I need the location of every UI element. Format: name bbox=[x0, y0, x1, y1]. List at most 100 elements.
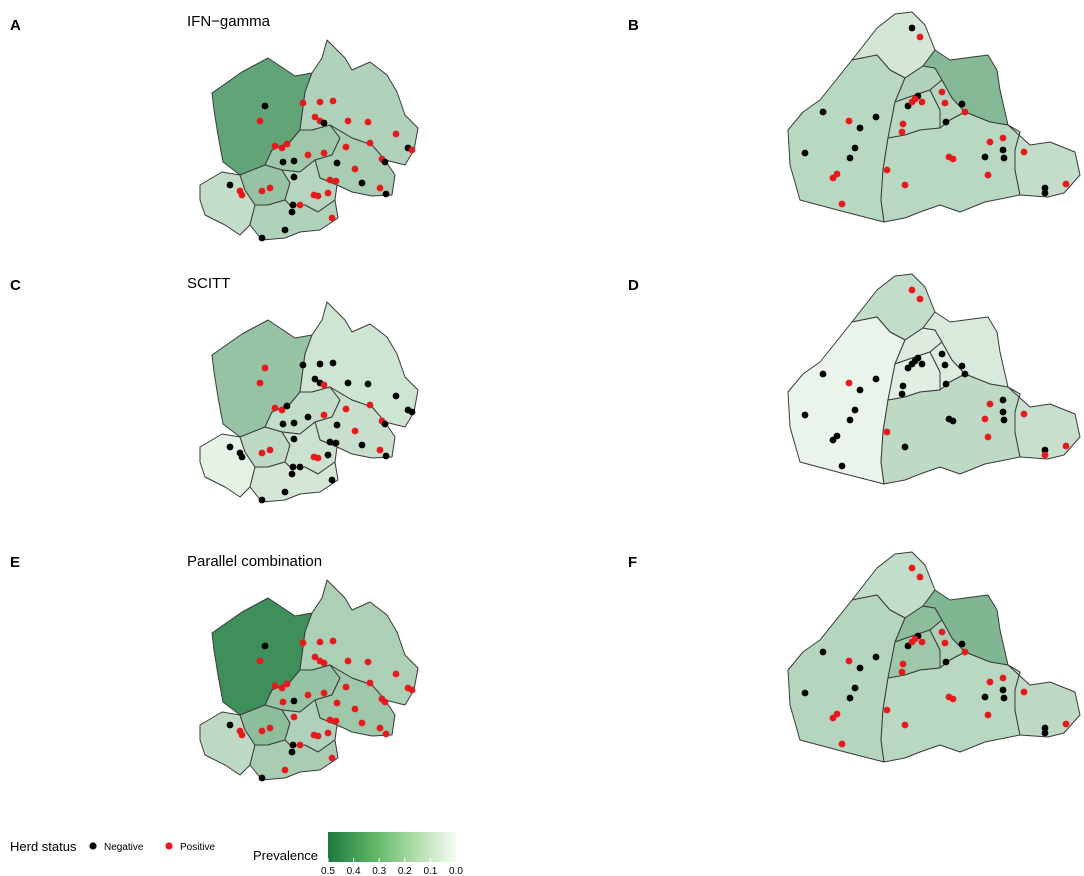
herd-negative-dot bbox=[226, 443, 234, 451]
herd-negative-dot bbox=[819, 108, 827, 116]
herd-positive-dot bbox=[898, 668, 906, 676]
herd-negative-dot bbox=[382, 190, 390, 198]
herd-positive-dot bbox=[266, 446, 274, 454]
herd-positive-dot bbox=[883, 428, 891, 436]
herd-negative-dot bbox=[324, 451, 332, 459]
herd-negative-dot bbox=[901, 443, 909, 451]
herd-negative-dot bbox=[290, 697, 298, 705]
prevalence-tick-label: 0.0 bbox=[449, 866, 463, 876]
herd-negative-dot bbox=[942, 380, 950, 388]
herd-positive-dot bbox=[278, 406, 286, 414]
herd-negative-dot bbox=[304, 413, 312, 421]
herd-positive-dot bbox=[314, 192, 322, 200]
herd-negative-dot bbox=[908, 24, 916, 32]
herd-positive-dot bbox=[1062, 720, 1070, 728]
herd-negative-dot bbox=[226, 181, 234, 189]
herd-positive-dot bbox=[1041, 451, 1049, 459]
legend-herd-status-title: Herd status bbox=[10, 839, 77, 854]
herd-positive-dot bbox=[381, 698, 389, 706]
herd-negative-dot bbox=[364, 380, 372, 388]
herd-positive-dot bbox=[364, 658, 372, 666]
herd-negative-dot bbox=[1041, 729, 1049, 737]
herd-positive-dot bbox=[376, 184, 384, 192]
herd-negative-dot bbox=[819, 370, 827, 378]
herd-negative-dot bbox=[899, 382, 907, 390]
herd-positive-dot bbox=[324, 729, 332, 737]
herd-positive-dot bbox=[329, 637, 337, 645]
herd-positive-dot bbox=[258, 187, 266, 195]
legend-prevalence-title: Prevalence bbox=[253, 848, 318, 863]
legend-negative-label: Negative bbox=[104, 842, 144, 853]
legend-positive-dot bbox=[165, 842, 173, 850]
herd-negative-dot bbox=[408, 408, 416, 416]
herd-negative-dot bbox=[238, 453, 246, 461]
panel-title-e: Parallel combination bbox=[187, 553, 322, 570]
herd-positive-dot bbox=[342, 683, 350, 691]
herd-negative-dot bbox=[281, 488, 289, 496]
herd-negative-dot bbox=[942, 658, 950, 666]
herd-positive-dot bbox=[916, 33, 924, 41]
herd-positive-dot bbox=[344, 117, 352, 125]
herd-negative-dot bbox=[226, 721, 234, 729]
herd-negative-dot bbox=[329, 359, 337, 367]
herd-positive-dot bbox=[1062, 180, 1070, 188]
herd-positive-dot bbox=[1020, 148, 1028, 156]
herd-positive-dot bbox=[408, 146, 416, 154]
herd-positive-dot bbox=[279, 698, 287, 706]
herd-negative-dot bbox=[981, 153, 989, 161]
herd-positive-dot bbox=[304, 151, 312, 159]
herd-negative-dot bbox=[856, 124, 864, 132]
panel-title-a: IFN−gamma bbox=[187, 13, 271, 30]
herd-positive-dot bbox=[961, 648, 969, 656]
herd-negative-dot bbox=[999, 686, 1007, 694]
herd-positive-dot bbox=[324, 189, 332, 197]
panel-letter-d: D bbox=[628, 277, 639, 294]
herd-negative-dot bbox=[358, 441, 366, 449]
herd-positive-dot bbox=[358, 719, 366, 727]
panel-letter-c: C bbox=[10, 277, 21, 294]
herd-positive-dot bbox=[316, 98, 324, 106]
herd-positive-dot bbox=[938, 628, 946, 636]
right-region-8 bbox=[1007, 124, 1081, 198]
herd-negative-dot bbox=[872, 113, 880, 121]
herd-negative-dot bbox=[851, 684, 859, 692]
herd-positive-dot bbox=[829, 174, 837, 182]
herd-positive-dot bbox=[392, 130, 400, 138]
herd-negative-dot bbox=[958, 100, 966, 108]
herd-positive-dot bbox=[366, 139, 374, 147]
herd-positive-dot bbox=[278, 144, 286, 152]
herd-negative-dot bbox=[846, 694, 854, 702]
herd-positive-dot bbox=[908, 98, 916, 106]
herd-positive-dot bbox=[949, 695, 957, 703]
herd-positive-dot bbox=[342, 405, 350, 413]
herd-positive-dot bbox=[266, 724, 274, 732]
herd-positive-dot bbox=[908, 638, 916, 646]
herd-positive-dot bbox=[326, 716, 334, 724]
herd-negative-dot bbox=[326, 438, 334, 446]
herd-negative-dot bbox=[332, 439, 340, 447]
prevalence-colorbar bbox=[328, 832, 456, 862]
map-panel-b bbox=[787, 11, 1081, 223]
panel-letter-b: B bbox=[628, 17, 639, 34]
herd-negative-dot bbox=[872, 653, 880, 661]
herd-positive-dot bbox=[901, 181, 909, 189]
herd-negative-dot bbox=[829, 436, 837, 444]
herd-positive-dot bbox=[899, 660, 907, 668]
herd-negative-dot bbox=[283, 402, 291, 410]
prevalence-ticks: 0.5 0.4 0.3 0.2 0.1 0.0 bbox=[321, 858, 463, 876]
herd-positive-dot bbox=[984, 171, 992, 179]
herd-positive-dot bbox=[271, 142, 279, 150]
herd-negative-dot bbox=[1041, 446, 1049, 454]
herd-positive-dot bbox=[918, 638, 926, 646]
herd-positive-dot bbox=[364, 118, 372, 126]
legend: Herd status Negative Positive Prevalence… bbox=[10, 832, 463, 876]
herd-positive-dot bbox=[999, 134, 1007, 142]
herd-positive-dot bbox=[898, 128, 906, 136]
herd-positive-dot bbox=[258, 727, 266, 735]
herd-negative-dot bbox=[290, 157, 298, 165]
herd-positive-dot bbox=[845, 379, 853, 387]
herd-positive-dot bbox=[829, 714, 837, 722]
herd-negative-dot bbox=[1000, 154, 1008, 162]
herd-positive-dot bbox=[961, 108, 969, 116]
